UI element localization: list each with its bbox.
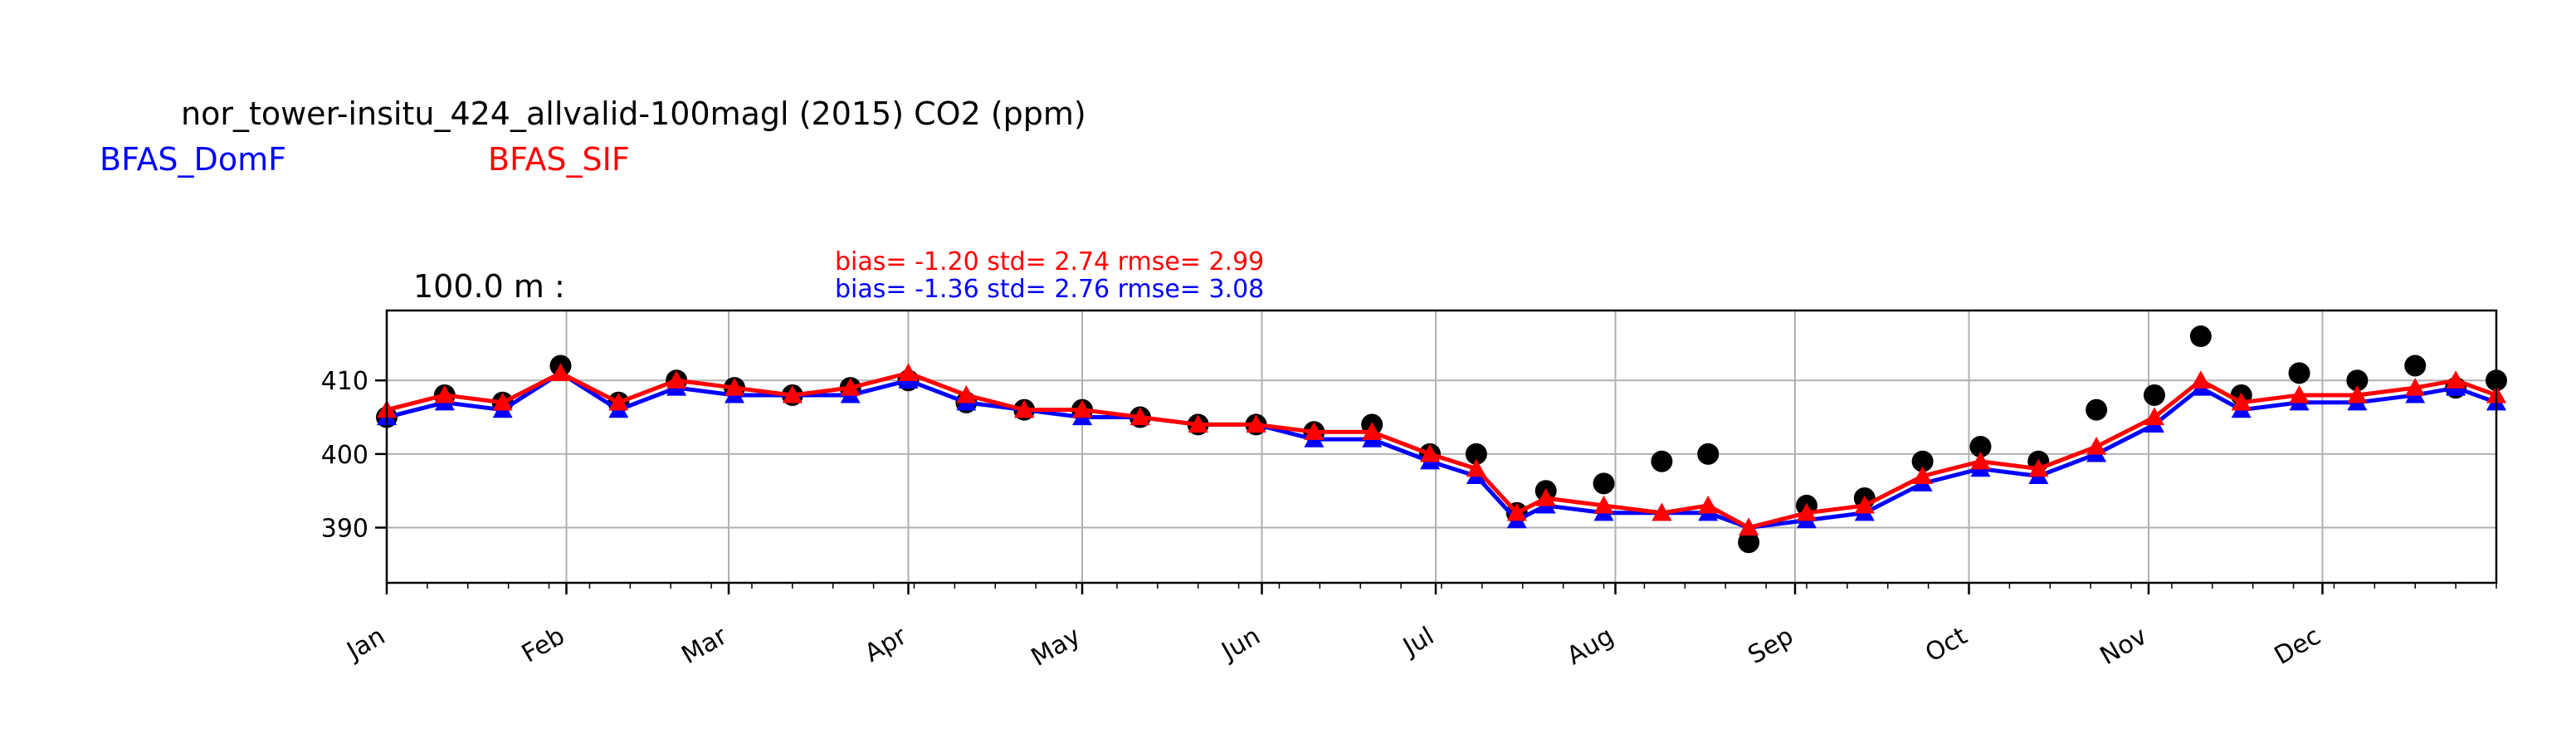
observed-point	[1969, 436, 1992, 457]
model-point	[956, 384, 977, 403]
model-point	[2028, 458, 2049, 477]
model-point	[1014, 399, 1035, 418]
model-point	[2144, 407, 2164, 426]
x-tick-label: Oct	[1920, 622, 1973, 668]
series-layer	[376, 325, 2507, 554]
observed-point	[2189, 325, 2212, 348]
model-point	[2231, 392, 2252, 411]
legend-label-sif: BFAS_SIF	[488, 141, 630, 178]
model-point	[840, 378, 861, 396]
observed-point	[1911, 450, 1934, 472]
model-point	[1246, 414, 1266, 433]
model-point	[1912, 466, 1933, 485]
figure-title: nor_tower-insitu_424_allvalid-100magl (2…	[181, 95, 1086, 132]
stats-sif: bias= -1.20 std= 2.74 rmse= 2.99	[835, 247, 1264, 276]
model-point	[608, 392, 629, 411]
model-point	[2190, 370, 2211, 389]
observed-point	[1593, 472, 1615, 495]
model-point	[2347, 384, 2368, 403]
x-tick-label: Nov	[2095, 622, 2152, 672]
observed-point	[2404, 354, 2427, 377]
model-point	[492, 392, 513, 411]
x-tick-label: Jul	[1397, 622, 1439, 663]
x-tick-label: Feb	[517, 622, 570, 669]
model-point	[2289, 384, 2310, 403]
model-point	[1698, 495, 1719, 514]
observed-point	[2143, 384, 2165, 406]
y-tick-label: 400	[321, 441, 368, 470]
model-point	[724, 378, 745, 396]
model-point	[1506, 502, 1527, 521]
series-line	[386, 370, 2497, 531]
model-point	[1796, 502, 1817, 521]
plot-frame	[385, 309, 2498, 584]
model-point	[1420, 443, 1441, 462]
x-tick-label: Jan	[341, 622, 390, 667]
model-point	[1739, 517, 1759, 536]
x-tick-label: May	[1027, 622, 1086, 672]
series-line	[386, 370, 2497, 531]
model-point	[1188, 414, 1208, 433]
stats-domf: bias= -1.36 std= 2.76 rmse= 3.08	[835, 275, 1264, 304]
model-point	[666, 370, 687, 389]
x-tick-label: Jun	[1216, 622, 1266, 667]
x-tick-label: Mar	[677, 621, 733, 670]
x-tick-label: Aug	[1562, 622, 1618, 672]
observed-point	[1697, 443, 1720, 465]
model-point	[782, 384, 803, 403]
y-tick-label: 390	[321, 515, 368, 544]
observed-point	[1738, 531, 1760, 554]
model-point	[550, 363, 571, 381]
x-tick-label: Sep	[1744, 622, 1798, 671]
model-point	[1651, 502, 1672, 521]
observed-point	[1651, 450, 1673, 472]
model-point	[2446, 370, 2466, 389]
x-tick-label: Dec	[2270, 622, 2326, 671]
model-point	[1970, 451, 1991, 470]
model-point	[1304, 422, 1325, 440]
height-label: 100.0 m :	[413, 268, 565, 305]
observed-point	[2086, 399, 2108, 421]
model-point	[1854, 495, 1875, 514]
observed-point	[1465, 443, 1487, 465]
model-point	[1466, 458, 1486, 477]
y-tick-label: 410	[321, 367, 368, 396]
model-point	[1129, 407, 1150, 426]
legend-label-domf: BFAS_DomF	[100, 141, 286, 178]
model-point	[1593, 495, 1614, 514]
model-point	[1072, 399, 1093, 418]
model-point	[434, 384, 455, 403]
model-point	[2405, 378, 2426, 396]
model-point	[2086, 437, 2107, 455]
observed-point	[2288, 362, 2310, 384]
observed-point	[2346, 369, 2369, 392]
grid-lines	[387, 310, 2496, 583]
model-point	[898, 363, 919, 381]
model-point	[1535, 488, 1556, 506]
x-tick-label: Apr	[860, 621, 912, 668]
model-point	[1362, 422, 1383, 440]
